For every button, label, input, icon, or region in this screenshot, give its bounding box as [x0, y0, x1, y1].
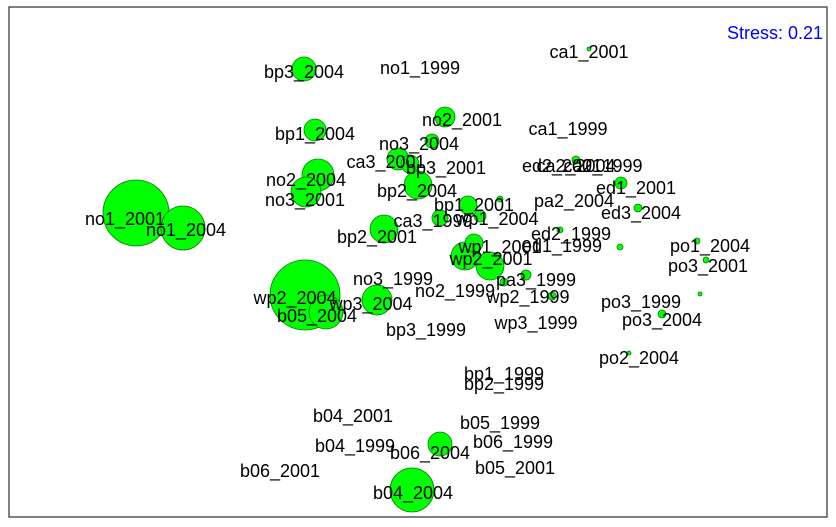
point-label-ca1-2001: ca1_2001 — [549, 42, 628, 63]
point-label-no3-2004: no3_2004 — [379, 134, 459, 155]
bubble-wp1-2001 — [464, 233, 484, 253]
bubble-wp2-1999 — [547, 291, 557, 301]
point-label-ed2-1999: ed2_1999 — [531, 224, 611, 245]
point-label-ca1-1999: ca1_1999 — [528, 119, 607, 140]
point-label-b04-2004: b04_2004 — [373, 483, 453, 504]
point-label-wp1-2004: wp1_2004 — [454, 209, 538, 230]
bubble-ed2-1999 — [556, 226, 564, 234]
point-label-ca3-1999: ca3_1999 — [393, 211, 472, 232]
bubble-ed1-2001b — [616, 243, 624, 251]
point-label-po1-2004: po1_2004 — [670, 236, 750, 257]
bubble-bp3-2004 — [291, 56, 317, 82]
bubble-bp2-2004 — [403, 170, 433, 200]
point-label-wp1-2001: wp1_2001 — [457, 237, 541, 258]
point-label-no3-1999: no3_1999 — [353, 269, 433, 290]
bubble-po3-1999 — [697, 291, 703, 297]
plot-frame — [8, 6, 828, 518]
bubble-po3-2001 — [702, 256, 710, 264]
point-label-ed3-2004: ed3_2004 — [601, 203, 681, 224]
point-label-b06-1999: b06_1999 — [473, 432, 553, 453]
point-label-b05-1999: b05_1999 — [460, 413, 540, 434]
point-label-bp2-2001: bp2_2001 — [337, 227, 417, 248]
point-label-po3-2001: po3_2001 — [668, 256, 748, 277]
point-label-ed1-2001: ed1_2001 — [596, 178, 676, 199]
point-label-wp2-2001: wp2_2001 — [448, 249, 532, 270]
bubble-bp1-2004 — [303, 118, 327, 142]
point-label-bp3-2004: bp3_2004 — [264, 62, 344, 83]
bubble-b06-2004 — [427, 431, 453, 457]
point-label-bp3-2001: bp3_2001 — [406, 158, 486, 179]
point-label-ed1-1999: ed1_1999 — [522, 236, 602, 257]
point-label-b04-1999: b04_1999 — [315, 436, 395, 457]
point-label-no3-2001: no3_2001 — [265, 190, 345, 211]
point-label-ca3-2001: ca3_2001 — [346, 152, 425, 173]
point-label-bp2-1999: bp2_1999 — [464, 374, 544, 395]
point-label-po3-1999: po3_1999 — [601, 292, 681, 313]
bubble-bp3-2001 — [400, 154, 420, 174]
point-label-wp2-2004: wp2_2004 — [252, 288, 336, 309]
bubble-bp1-2001 — [458, 195, 478, 215]
bubble-po1-2004 — [693, 237, 701, 245]
bubble-ed1-2001 — [614, 176, 628, 190]
point-label-bp1-2004: bp1_2004 — [275, 124, 355, 145]
bubble-ed3-2004 — [633, 203, 643, 213]
bubble-ca3-1999 — [431, 209, 449, 227]
point-label-ca2-1999: ca2_1999 — [563, 156, 642, 177]
bubble-wp3-2004 — [361, 284, 393, 316]
bubble-b05-2004 — [308, 294, 344, 330]
point-label-ca2-2004: ca2_2004 — [536, 156, 615, 177]
point-label-bp1-1999: bp1_1999 — [464, 364, 544, 385]
point-label-wp3-1999: wp3_1999 — [493, 313, 577, 334]
point-label-b06-2001: b06_2001 — [240, 461, 320, 482]
bubble-b04-2004 — [389, 467, 435, 513]
point-label-b05-2004: b05_2004 — [277, 306, 357, 327]
label-layer: ca1_2001 bp3_2004 no1_1999 no2_2001 ca1_1999… — [85, 42, 750, 504]
point-label-no2-1999: no2_1999 — [415, 281, 495, 302]
point-label-ed2-2001: ed2_2001 — [522, 156, 602, 177]
bubble-ca2-2004 — [571, 155, 581, 165]
point-label-pa3-1999: pa3_1999 — [496, 270, 576, 291]
point-label-wp3-2004: wp3_2004 — [328, 294, 412, 315]
bubble-ca1-2001 — [586, 46, 592, 52]
bubble-wp1-2004 — [473, 209, 487, 223]
bubble-no3-1999 — [475, 251, 505, 281]
bubble-po2-2004 — [626, 350, 632, 356]
point-label-no2-2001: no2_2001 — [422, 110, 502, 131]
bubble-pa3-1999 — [520, 269, 532, 281]
bubble-no3-2001 — [290, 176, 322, 208]
point-label-bp1-2001: bp1_2001 — [434, 195, 514, 216]
point-label-no1-2001: no1_2001 — [85, 209, 165, 230]
bubble-no2-1999 — [499, 277, 509, 287]
point-label-b06-2004: b06_2004 — [390, 443, 470, 464]
point-label-no2-2004: no2_2004 — [266, 170, 346, 191]
bubble-no2-2001 — [434, 106, 456, 128]
bubble-layer — [102, 46, 710, 513]
point-label-bp2-2004: bp2_2004 — [377, 181, 457, 202]
stress-annotation: Stress: 0.21 — [727, 23, 823, 43]
bubble-bp2-2001 — [369, 214, 399, 244]
bubble-pa2-2004 — [496, 195, 504, 203]
point-label-bp3-1999: bp3_1999 — [386, 320, 466, 341]
point-label-wp2-1999: wp2_1999 — [485, 287, 569, 308]
bubble-po3-2004 — [657, 309, 667, 319]
point-label-po3-2004: po3_2004 — [622, 310, 702, 331]
point-label-no1-1999: no1_1999 — [380, 58, 460, 79]
point-label-b05-2001: b05_2001 — [475, 458, 555, 479]
point-label-no1-2004: no1_2004 — [146, 220, 226, 241]
bubble-no1-2004 — [160, 205, 206, 251]
point-label-po2-2004: po2_2004 — [599, 348, 679, 369]
point-label-b04-2001: b04_2001 — [313, 406, 393, 427]
point-label-pa2-2004: pa2_2004 — [534, 191, 614, 212]
bubble-no3-2004 — [424, 133, 440, 149]
